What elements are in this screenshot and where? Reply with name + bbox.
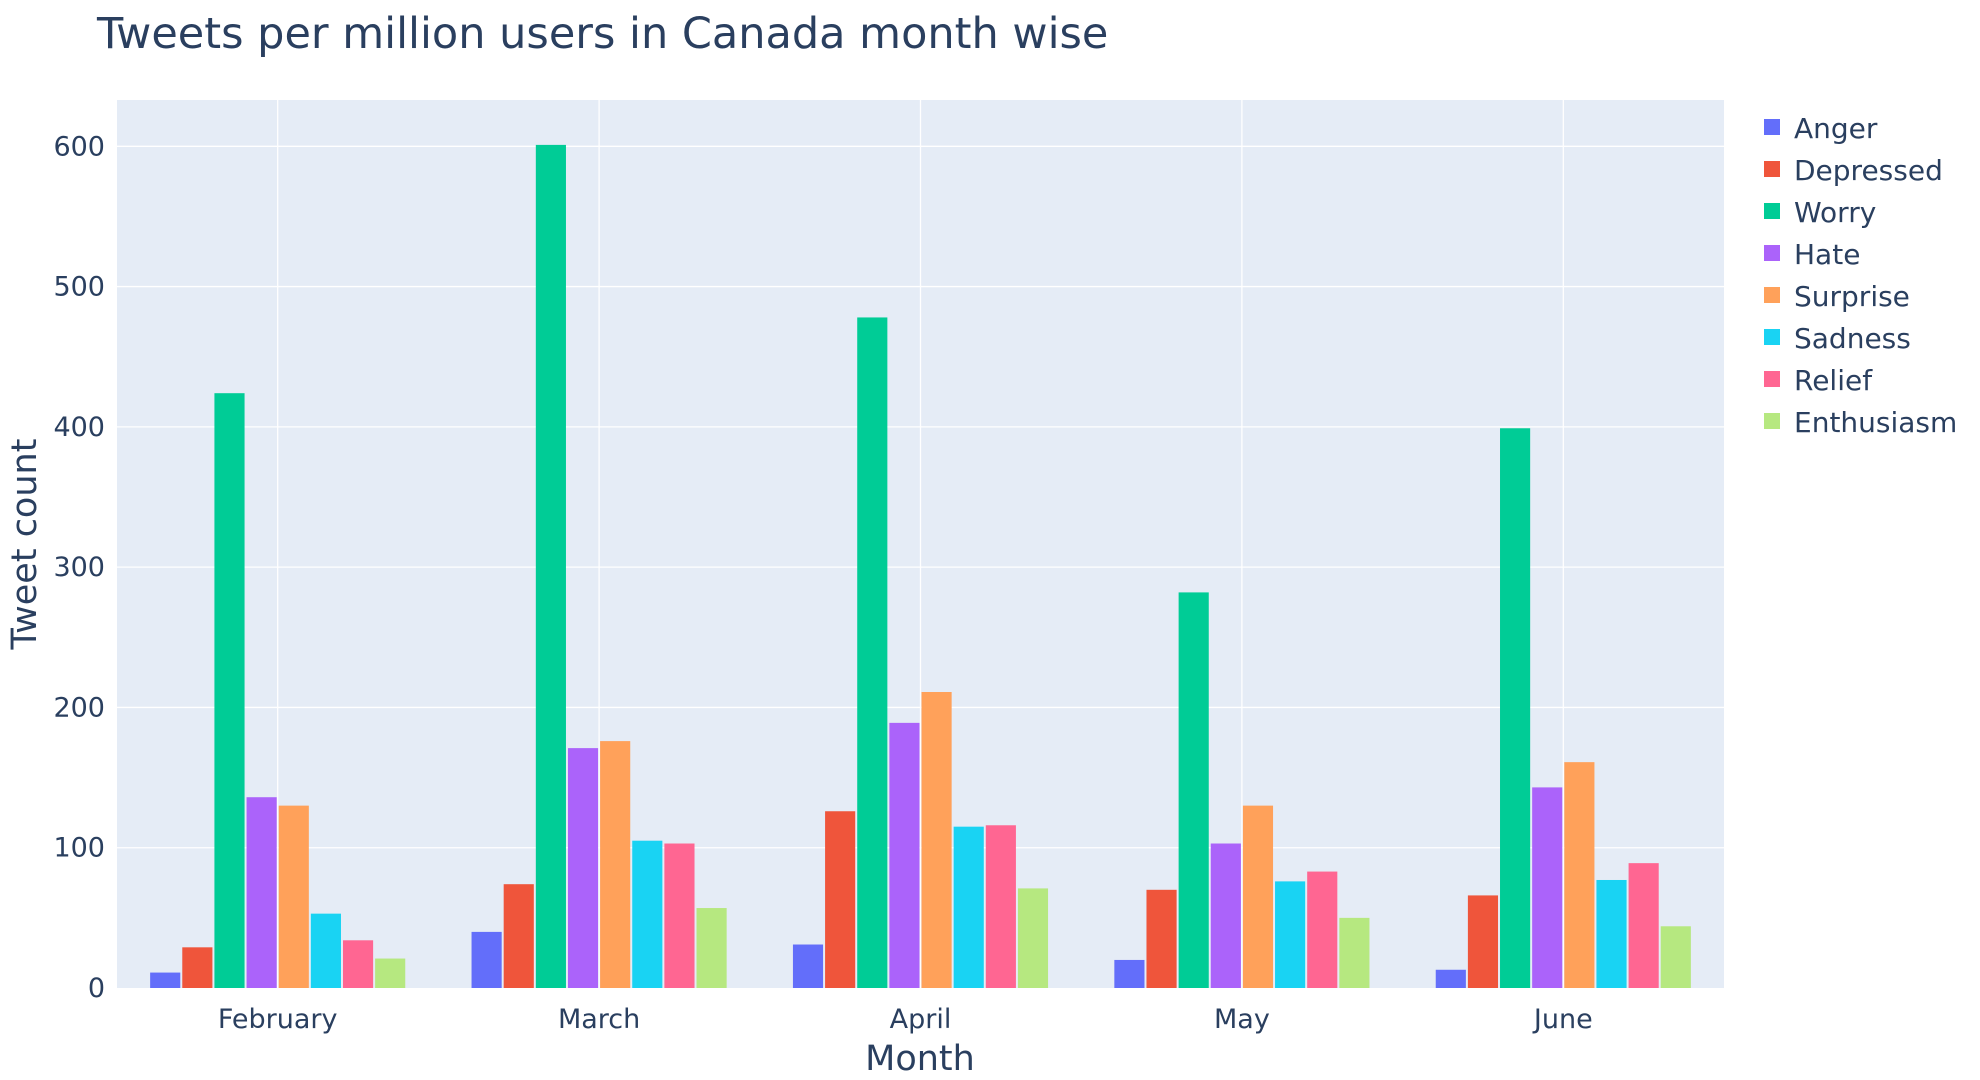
y-axis-ticks: 0 100 200 300 400 500 600 [53, 131, 105, 1004]
x-axis-title: Month [865, 1039, 975, 1079]
legend-label: Surprise [1794, 280, 1910, 313]
bar-worry-may[interactable] [1178, 592, 1209, 988]
bar-surprise-march[interactable] [600, 741, 631, 988]
bar-enthusiasm-may[interactable] [1339, 917, 1370, 988]
legend-swatch [1764, 203, 1780, 219]
bar-worry-march[interactable] [535, 144, 566, 988]
legend-swatch [1764, 245, 1780, 261]
bars [150, 144, 1691, 989]
x-tick-label: March [558, 1004, 640, 1035]
bar-worry-june[interactable] [1500, 428, 1531, 989]
y-tick-label: 600 [53, 131, 105, 162]
bar-surprise-may[interactable] [1242, 805, 1274, 988]
legend-item-depressed[interactable]: Depressed [1764, 154, 1943, 187]
bar-sadness-march[interactable] [632, 840, 663, 988]
legend-label: Enthusiasm [1794, 406, 1957, 439]
bar-anger-april[interactable] [792, 944, 824, 988]
bar-worry-february[interactable] [214, 393, 245, 988]
bar-enthusiasm-march[interactable] [696, 908, 727, 988]
legend-item-surprise[interactable]: Surprise [1764, 280, 1910, 313]
legend-label: Hate [1794, 238, 1860, 271]
bar-relief-april[interactable] [985, 825, 1016, 988]
bar-relief-june[interactable] [1628, 863, 1659, 988]
bar-enthusiasm-april[interactable] [1017, 888, 1049, 988]
bar-surprise-february[interactable] [278, 805, 309, 988]
legend-item-relief[interactable]: Relief [1764, 364, 1873, 397]
legend-item-worry[interactable]: Worry [1764, 196, 1876, 229]
legend-swatch [1764, 329, 1780, 345]
bar-sadness-april[interactable] [953, 826, 984, 988]
bar-hate-may[interactable] [1210, 843, 1241, 988]
legend-label: Relief [1794, 364, 1873, 397]
y-tick-label: 400 [53, 412, 105, 443]
bar-depressed-february[interactable] [182, 947, 213, 988]
bar-relief-february[interactable] [342, 940, 374, 988]
legend-item-hate[interactable]: Hate [1764, 238, 1860, 271]
legend[interactable]: Anger Depressed Worry Hate Surprise Sadness Re… [1764, 112, 1957, 439]
x-tick-label: May [1214, 1004, 1270, 1035]
bar-anger-march[interactable] [471, 931, 502, 988]
legend-label: Worry [1794, 196, 1876, 229]
y-tick-label: 500 [53, 272, 105, 303]
bar-sadness-june[interactable] [1596, 879, 1627, 988]
bar-hate-april[interactable] [889, 722, 920, 988]
x-tick-label: June [1532, 1004, 1593, 1035]
legend-swatch [1764, 371, 1780, 387]
y-tick-label: 0 [88, 973, 105, 1004]
bar-hate-february[interactable] [246, 797, 277, 988]
bar-anger-february[interactable] [150, 972, 181, 988]
legend-label: Depressed [1794, 154, 1943, 187]
bar-surprise-april[interactable] [921, 692, 952, 988]
bar-hate-june[interactable] [1532, 787, 1563, 988]
legend-label: Anger [1794, 112, 1878, 145]
legend-swatch [1764, 287, 1780, 303]
bar-worry-april[interactable] [857, 317, 888, 988]
bar-depressed-may[interactable] [1146, 889, 1177, 988]
bar-depressed-april[interactable] [825, 811, 856, 988]
legend-item-enthusiasm[interactable]: Enthusiasm [1764, 406, 1957, 439]
legend-swatch [1764, 161, 1780, 177]
legend-swatch [1764, 413, 1780, 429]
bar-relief-may[interactable] [1307, 871, 1338, 988]
x-tick-label: April [890, 1004, 952, 1035]
y-tick-label: 200 [53, 692, 105, 723]
bar-anger-may[interactable] [1114, 959, 1145, 988]
legend-item-sadness[interactable]: Sadness [1764, 322, 1911, 355]
x-tick-label: February [218, 1004, 338, 1035]
y-tick-label: 100 [53, 833, 105, 864]
legend-label: Sadness [1794, 322, 1911, 355]
bar-enthusiasm-february[interactable] [375, 958, 406, 988]
bar-relief-march[interactable] [664, 843, 695, 988]
bar-enthusiasm-june[interactable] [1660, 926, 1691, 988]
bar-depressed-june[interactable] [1467, 895, 1499, 988]
legend-swatch [1764, 119, 1780, 135]
bar-anger-june[interactable] [1435, 969, 1466, 988]
bar-depressed-march[interactable] [503, 884, 534, 988]
bar-sadness-may[interactable] [1275, 881, 1306, 988]
chart-title: Tweets per million users in Canada month… [96, 9, 1108, 59]
legend-item-anger[interactable]: Anger [1764, 112, 1878, 145]
x-axis-ticks: February March April May June [218, 1004, 1593, 1035]
grid-lines [117, 100, 1724, 988]
y-tick-label: 300 [53, 552, 105, 583]
bar-hate-march[interactable] [567, 748, 599, 988]
bar-surprise-june[interactable] [1564, 762, 1595, 988]
y-axis-title: Tweet count [5, 439, 45, 651]
bar-sadness-february[interactable] [310, 913, 341, 988]
